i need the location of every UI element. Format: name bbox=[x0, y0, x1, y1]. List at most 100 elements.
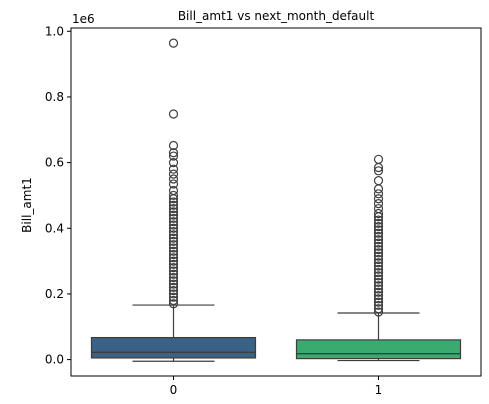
outlier-point bbox=[373, 228, 384, 238]
outlier-point bbox=[373, 258, 384, 268]
outlier-point bbox=[168, 246, 179, 256]
outlier-point bbox=[373, 304, 384, 314]
iqr-box bbox=[295, 339, 462, 360]
outlier-point bbox=[373, 287, 384, 297]
outlier-point bbox=[168, 197, 179, 207]
outlier-point bbox=[168, 230, 179, 240]
outlier-point bbox=[168, 203, 179, 214]
chart-title: Bill_amt1 vs next_month_default bbox=[178, 9, 375, 23]
outlier-point bbox=[168, 223, 179, 233]
outlier-point bbox=[168, 226, 179, 237]
outlier-point bbox=[168, 217, 179, 227]
x-tick-label: 0 bbox=[170, 383, 178, 397]
y-tick-label: 0.6 bbox=[45, 156, 64, 170]
x-tick-label: 1 bbox=[375, 383, 383, 397]
outlier-point bbox=[168, 213, 179, 224]
outlier-point bbox=[168, 282, 179, 292]
outlier-point bbox=[168, 256, 179, 266]
outlier-point bbox=[373, 231, 384, 242]
outlier-point bbox=[168, 295, 179, 306]
outlier-point bbox=[168, 169, 179, 179]
outlier-point bbox=[373, 297, 384, 307]
outlier-point bbox=[373, 176, 384, 186]
y-tick-label: 0.2 bbox=[45, 287, 64, 301]
outlier-point bbox=[373, 215, 384, 225]
outlier-point bbox=[373, 251, 384, 261]
outlier-point bbox=[373, 271, 384, 281]
outlier-point bbox=[373, 154, 384, 164]
outlier-point bbox=[373, 245, 384, 255]
outlier-point bbox=[168, 207, 179, 217]
outlier-point bbox=[168, 259, 179, 269]
outlier-point bbox=[373, 208, 384, 219]
outlier-point bbox=[168, 140, 179, 151]
outlier-point bbox=[373, 254, 384, 265]
y-tick-label: 0.8 bbox=[45, 90, 64, 104]
outlier-point bbox=[168, 174, 179, 184]
outlier-point bbox=[168, 200, 179, 210]
outlier-point bbox=[168, 109, 179, 119]
box-group-1 bbox=[295, 154, 462, 362]
outlier-point bbox=[373, 274, 384, 284]
outlier-point bbox=[373, 300, 384, 311]
outlier-point bbox=[168, 179, 179, 189]
outlier-point bbox=[168, 233, 179, 243]
plot-area bbox=[90, 38, 462, 362]
outlier-point bbox=[373, 294, 384, 304]
outlier-point bbox=[373, 225, 384, 235]
outlier-point bbox=[168, 148, 179, 158]
outlier-point bbox=[373, 281, 384, 291]
y-tick-label: 1.0 bbox=[45, 24, 64, 38]
outlier-point bbox=[168, 236, 179, 246]
outlier-point bbox=[168, 38, 179, 48]
y-tick-label: 0.0 bbox=[45, 353, 64, 367]
outlier-point bbox=[168, 266, 179, 276]
outlier-point bbox=[373, 261, 384, 271]
outlier-point bbox=[373, 238, 384, 248]
outlier-point bbox=[168, 220, 179, 230]
box-group-0 bbox=[90, 38, 257, 362]
outlier-point bbox=[168, 269, 179, 279]
outlier-point bbox=[373, 267, 384, 278]
outlier-point bbox=[373, 222, 384, 232]
y-tick-label: 0.4 bbox=[45, 221, 64, 235]
outlier-point bbox=[168, 249, 179, 260]
outlier-point bbox=[168, 164, 179, 174]
outlier-point bbox=[168, 286, 179, 296]
outlier-point bbox=[373, 235, 384, 245]
outlier-point bbox=[373, 264, 384, 274]
outlier-point bbox=[168, 240, 179, 250]
iqr-box bbox=[90, 336, 257, 359]
outlier-point bbox=[373, 248, 384, 258]
outlier-point bbox=[373, 218, 384, 228]
outlier-point bbox=[168, 289, 179, 299]
outlier-point bbox=[168, 151, 179, 161]
outlier-point bbox=[373, 199, 384, 209]
outlier-point bbox=[168, 190, 179, 201]
outlier-point bbox=[373, 194, 384, 204]
outlier-point bbox=[168, 185, 179, 196]
outlier-point bbox=[168, 279, 179, 289]
outlier-point bbox=[168, 299, 179, 309]
outlier-point bbox=[168, 276, 179, 286]
outlier-point bbox=[373, 241, 384, 251]
outlier-point bbox=[373, 184, 384, 194]
outlier-point bbox=[168, 263, 179, 273]
outlier-point bbox=[373, 203, 384, 214]
y-axis-label: Bill_amt1 bbox=[20, 177, 34, 233]
outlier-point bbox=[168, 272, 179, 283]
outlier-point bbox=[373, 284, 384, 294]
y-axis-offset-label: 1e6 bbox=[72, 12, 95, 26]
outlier-point bbox=[373, 290, 384, 301]
outlier-point bbox=[168, 292, 179, 302]
outlier-point bbox=[373, 277, 384, 288]
plot-frame bbox=[70, 27, 482, 377]
outlier-point bbox=[373, 189, 384, 199]
outlier-point bbox=[373, 307, 384, 317]
outlier-point bbox=[168, 253, 179, 263]
outlier-point bbox=[168, 210, 179, 220]
outlier-point bbox=[168, 158, 179, 168]
outlier-point bbox=[168, 243, 179, 253]
outlier-point bbox=[373, 166, 384, 176]
